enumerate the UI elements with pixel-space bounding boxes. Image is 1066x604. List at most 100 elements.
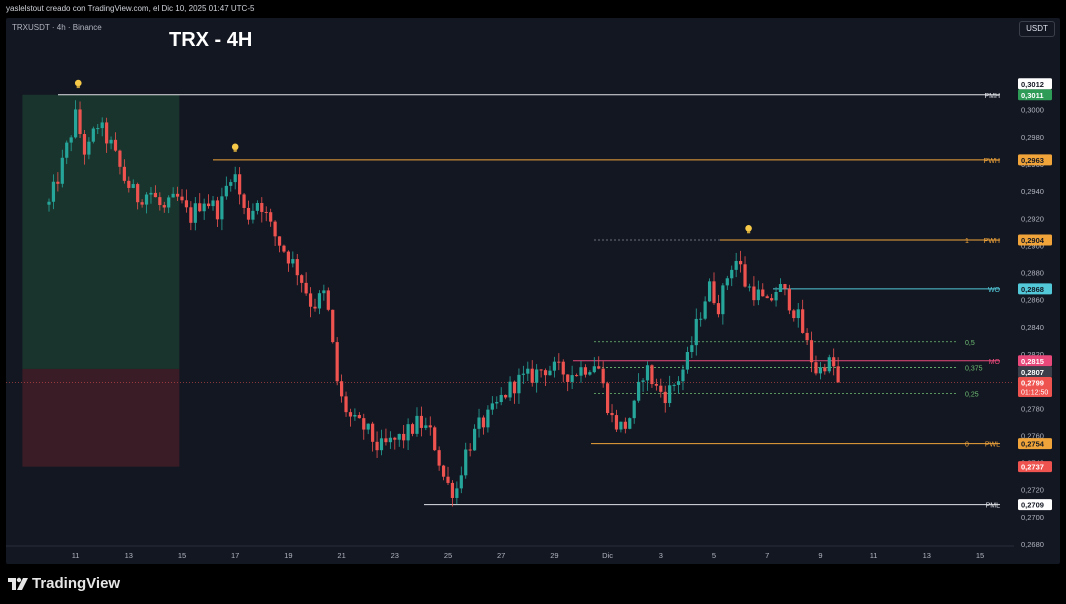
level-extra-price-tag-bg (1018, 78, 1052, 90)
price-tick-label: 0,2880 (1021, 269, 1044, 278)
candle-body (273, 221, 277, 237)
candle-body (238, 174, 242, 195)
level-label: PWH (984, 158, 1000, 165)
time-tick-label: 15 (178, 551, 186, 560)
candle-body (747, 286, 752, 288)
candle-body (614, 415, 619, 430)
candle-body (317, 293, 322, 309)
candle-body (712, 281, 716, 304)
candle-body (490, 403, 494, 410)
countdown-label: 01:12:50 (1021, 390, 1048, 397)
candle-body (162, 205, 166, 208)
candle-body (676, 381, 681, 385)
candle-body (672, 384, 676, 386)
candle-body (703, 301, 707, 319)
target-zone (22, 94, 180, 369)
candle-body (326, 290, 330, 310)
fib-label: 0,5 (965, 340, 975, 347)
current-price-tag: 0,2799 (1021, 379, 1044, 388)
stop-zone (22, 368, 180, 467)
level-label: PMH (984, 93, 1000, 100)
candle-body (792, 310, 796, 319)
candle-body (592, 366, 596, 373)
candle-body (739, 260, 743, 265)
candle-body (668, 385, 672, 404)
candle-body (282, 245, 286, 252)
candle-body (455, 488, 459, 498)
stop-price-tag-bg (1018, 461, 1052, 473)
candle-body (526, 368, 530, 374)
candle-body (477, 417, 481, 429)
price-tick-label: 0,2820 (1021, 350, 1044, 359)
chart-panel[interactable]: 1 0,5 0,375 0,25 0 PMH PWH PWH WO MO PWL PML 0,3000 0… (6, 18, 1060, 564)
lightbulb-icon (231, 143, 239, 152)
price-axis: 0,30000,29800,29600,29400,29200,29000,28… (1021, 106, 1044, 549)
candle-body (725, 278, 729, 286)
footer-bar: TradingView (0, 566, 1066, 604)
price-tick-label: 0,2860 (1021, 296, 1044, 305)
candle-body (362, 418, 366, 430)
candle-body (322, 290, 326, 294)
candle-body (464, 449, 468, 476)
level-price-tag: 0,2709 (1021, 501, 1044, 510)
candle-body (801, 309, 805, 333)
candle-body (543, 370, 548, 376)
candle-body (105, 122, 109, 144)
candle-body (557, 361, 561, 363)
fib-label: 1 (965, 238, 969, 245)
candle-body (574, 375, 579, 377)
currency-button[interactable]: USDT (1019, 21, 1055, 37)
candle-body (681, 369, 685, 382)
price-chart[interactable]: 1 0,5 0,375 0,25 0 PMH PWH PWH WO MO PWL PML 0,3000 0… (6, 18, 1060, 564)
time-tick-label: 17 (231, 551, 239, 560)
candle-body (783, 284, 787, 289)
candle-body (628, 418, 632, 429)
candle-body (113, 139, 118, 151)
level-price-tag-bg (1018, 89, 1052, 101)
candle-body (548, 370, 552, 376)
candle-body (827, 357, 831, 372)
candle-body (441, 465, 446, 477)
time-tick-label: 13 (125, 551, 133, 560)
candle-body (805, 332, 809, 341)
lightbulb-bulb (231, 143, 239, 151)
candle-body (260, 202, 264, 212)
candle-body (495, 402, 499, 404)
level-price-tag: 0,2904 (1021, 236, 1045, 245)
candle-body (144, 194, 149, 205)
candle-body (402, 433, 406, 441)
time-tick-label: 5 (712, 551, 716, 560)
price-tick-label: 0,2980 (1021, 133, 1044, 142)
candle-body (47, 201, 51, 205)
candle-body (304, 282, 308, 294)
candle-body (535, 369, 539, 383)
fib-label: 0,25 (965, 391, 979, 398)
candle-body (56, 181, 60, 184)
candle-body (371, 423, 375, 442)
candle-body (393, 437, 397, 440)
level-label: PWH (984, 238, 1000, 245)
time-tick-label: 25 (444, 551, 452, 560)
time-tick-label: 27 (497, 551, 505, 560)
price-tick-label: 0,2760 (1021, 431, 1044, 440)
time-tick-label: 23 (391, 551, 399, 560)
candle-body (286, 251, 290, 264)
candle-body (189, 207, 193, 223)
candle-body (136, 184, 140, 203)
lightbulb-bulb (745, 224, 752, 232)
candle-body (765, 296, 769, 299)
candle-body (552, 361, 556, 371)
candle-body (597, 366, 601, 369)
candle-body (140, 202, 144, 205)
candle-body (663, 391, 667, 404)
time-tick-label: 11 (72, 551, 80, 560)
level-label: PWL (985, 442, 1000, 449)
candle-body (291, 259, 295, 264)
candle-body (481, 417, 486, 428)
candle-body (446, 476, 450, 483)
candle-body (331, 309, 335, 343)
candle-body (659, 385, 663, 392)
time-tick-label: 19 (284, 551, 292, 560)
candle-body (82, 134, 87, 155)
candle-body (473, 428, 477, 451)
